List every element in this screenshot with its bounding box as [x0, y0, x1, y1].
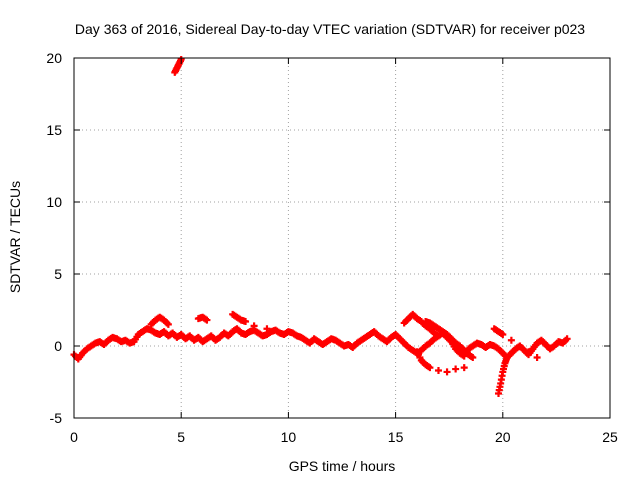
- y-tick-label: 15: [46, 122, 62, 138]
- data-point: [250, 322, 258, 330]
- y-tick-label: 0: [54, 338, 62, 354]
- data-point: [426, 364, 434, 372]
- data-point: [503, 354, 511, 362]
- data-point: [443, 368, 451, 376]
- y-axis: -5 0 5 10 15 20: [46, 50, 610, 426]
- y-tick-label: -5: [50, 410, 63, 426]
- data-point: [452, 365, 460, 373]
- y-tick-label: 10: [46, 194, 62, 210]
- chart-title: Day 363 of 2016, Sidereal Day-to-day VTE…: [75, 21, 585, 37]
- x-tick-label: 15: [388, 429, 404, 445]
- x-axis: 0 5 10 15 20 25: [70, 58, 618, 445]
- data-point: [434, 366, 442, 374]
- data-point: [507, 336, 515, 344]
- data-point: [460, 364, 468, 372]
- data-point: [434, 332, 442, 340]
- data-point: [203, 316, 211, 324]
- data-point: [563, 335, 571, 343]
- y-tick-label: 20: [46, 50, 62, 66]
- x-tick-label: 20: [495, 429, 511, 445]
- x-tick-label: 0: [70, 429, 78, 445]
- grid-lines: [74, 58, 610, 418]
- x-tick-label: 5: [177, 429, 185, 445]
- data-point: [516, 342, 524, 350]
- x-tick-label: 10: [281, 429, 297, 445]
- data-point: [164, 320, 172, 328]
- x-axis-label: GPS time / hours: [289, 458, 396, 474]
- x-tick-label: 25: [602, 429, 618, 445]
- y-axis-label: SDTVAR / TECUs: [7, 181, 23, 293]
- plot-frame: [73, 57, 611, 419]
- y-tick-label: 5: [54, 266, 62, 282]
- data-point: [525, 348, 533, 356]
- data-point: [263, 325, 271, 333]
- data-point: [499, 330, 507, 338]
- data-point: [469, 354, 477, 362]
- data-point: [533, 354, 541, 362]
- data-point: [242, 318, 250, 326]
- data-points: [70, 55, 571, 398]
